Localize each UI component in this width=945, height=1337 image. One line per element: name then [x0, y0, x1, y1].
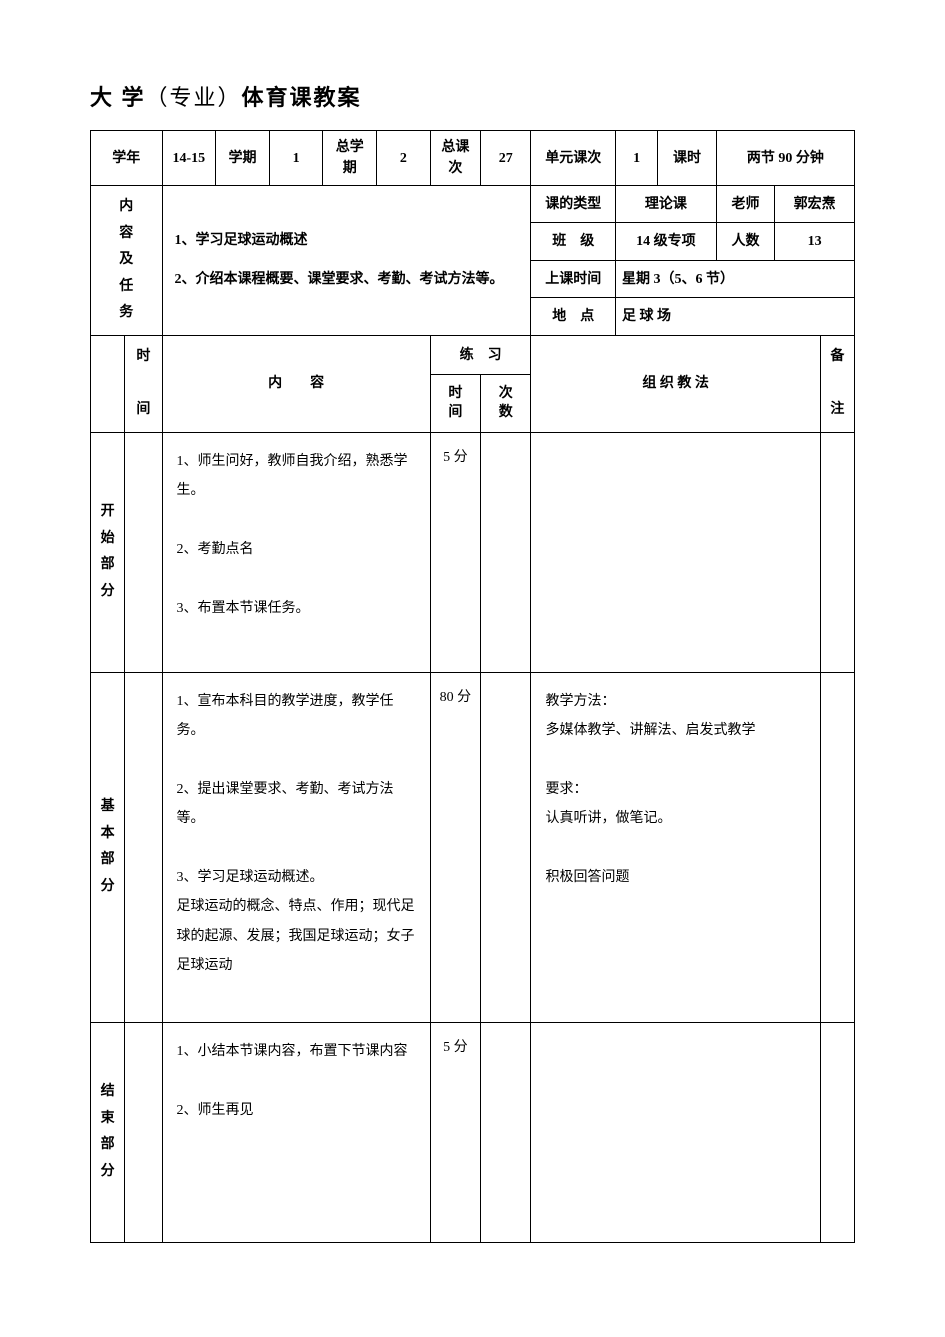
header-row-2: 内容及任务 1、学习足球运动概述 2、介绍本课程概要、课堂要求、考勤、考试方法等…: [91, 186, 855, 223]
section-main-content: 1、宣布本科目的教学进度，教学任务。 2、提出课堂要求、考勤、考试方法等。 3、…: [162, 672, 430, 1022]
body-header-content: 内 容: [162, 335, 430, 432]
section-main-practice-count: [481, 672, 531, 1022]
section-end-time: [125, 1022, 162, 1242]
task-line-1: 1、学习足球运动概述: [175, 221, 519, 260]
section-start-remark: [820, 432, 854, 672]
tasks-content: 1、学习足球运动概述 2、介绍本课程概要、课堂要求、考勤、考试方法等。: [162, 186, 531, 336]
label-class-time: 上课时间: [531, 260, 616, 297]
label-lesson-type: 课的类型: [531, 186, 616, 223]
section-start-practice-time: 5 分: [430, 432, 480, 672]
value-class: 14 级专项: [615, 223, 716, 260]
label-total-lessons: 总课次: [430, 131, 480, 186]
section-end-practice-time: 5 分: [430, 1022, 480, 1242]
body-header-practice-count: 次数: [481, 375, 531, 432]
section-start-row: 开始部分 1、师生问好，教师自我介绍，熟悉学生。 2、考勤点名 3、布置本节课任…: [91, 432, 855, 672]
value-total-lessons: 27: [481, 131, 531, 186]
section-start-label: 开始部分: [91, 432, 125, 672]
task-line-2: 2、介绍本课程概要、课堂要求、考勤、考试方法等。: [175, 260, 519, 299]
section-start-content: 1、师生问好，教师自我介绍，熟悉学生。 2、考勤点名 3、布置本节课任务。: [162, 432, 430, 672]
label-class: 班 级: [531, 223, 616, 260]
body-header-remark: 备注: [820, 335, 854, 432]
value-unit-lesson: 1: [615, 131, 657, 186]
header-row-1: 学年 14-15 学期 1 总学期 2 总课次 27 单元课次 1 课时 两节 …: [91, 131, 855, 186]
section-start-time: [125, 432, 162, 672]
label-location: 地 点: [531, 298, 616, 336]
value-teacher: 郭宏焘: [775, 186, 855, 223]
label-class-hours: 课时: [658, 131, 717, 186]
title-paren: （专业）: [146, 85, 242, 110]
section-main-row: 基本部分 1、宣布本科目的教学进度，教学任务。 2、提出课堂要求、考勤、考试方法…: [91, 672, 855, 1022]
section-main-remark: [820, 672, 854, 1022]
value-school-year: 14-15: [162, 131, 216, 186]
body-header-blank: [91, 335, 125, 432]
value-headcount: 13: [775, 223, 855, 260]
label-school-year: 学年: [91, 131, 163, 186]
section-main-practice-time: 80 分: [430, 672, 480, 1022]
body-header-row-1: 时间 内 容 练 习 组 织 教 法 备注: [91, 335, 855, 374]
section-main-time: [125, 672, 162, 1022]
section-end-row: 结束部分 1、小结本节课内容，布置下节课内容 2、师生再见 5 分: [91, 1022, 855, 1242]
tasks-side-label: 内容及任务: [91, 186, 163, 336]
section-end-content: 1、小结本节课内容，布置下节课内容 2、师生再见: [162, 1022, 430, 1242]
section-main-method: 教学方法： 多媒体教学、讲解法、启发式教学 要求： 认真听讲，做笔记。 积极回答…: [531, 672, 820, 1022]
body-header-practice-time: 时间: [430, 375, 480, 432]
section-start-method: [531, 432, 820, 672]
section-end-practice-count: [481, 1022, 531, 1242]
value-class-hours: 两节 90 分钟: [716, 131, 854, 186]
label-semester: 学期: [216, 131, 270, 186]
value-location: 足 球 场: [615, 298, 854, 336]
section-end-method: [531, 1022, 820, 1242]
label-total-semester: 总学期: [323, 131, 377, 186]
section-end-remark: [820, 1022, 854, 1242]
page-title: 大 学（专业）体育课教案: [90, 80, 855, 112]
label-unit-lesson: 单元课次: [531, 131, 616, 186]
section-start-practice-count: [481, 432, 531, 672]
label-teacher: 老师: [716, 186, 775, 223]
value-total-semester: 2: [377, 131, 431, 186]
body-header-method: 组 织 教 法: [531, 335, 820, 432]
lesson-plan-table: 学年 14-15 学期 1 总学期 2 总课次 27 单元课次 1 课时 两节 …: [90, 130, 855, 1243]
section-main-label: 基本部分: [91, 672, 125, 1022]
section-end-label: 结束部分: [91, 1022, 125, 1242]
body-header-time: 时间: [125, 335, 162, 432]
title-prefix: 大 学: [90, 85, 146, 110]
value-class-time: 星期 3（5、6 节）: [615, 260, 854, 297]
label-headcount: 人数: [716, 223, 775, 260]
body-header-practice: 练 习: [430, 335, 531, 374]
value-lesson-type: 理论课: [615, 186, 716, 223]
value-semester: 1: [269, 131, 323, 186]
title-suffix: 体育课教案: [242, 85, 362, 110]
